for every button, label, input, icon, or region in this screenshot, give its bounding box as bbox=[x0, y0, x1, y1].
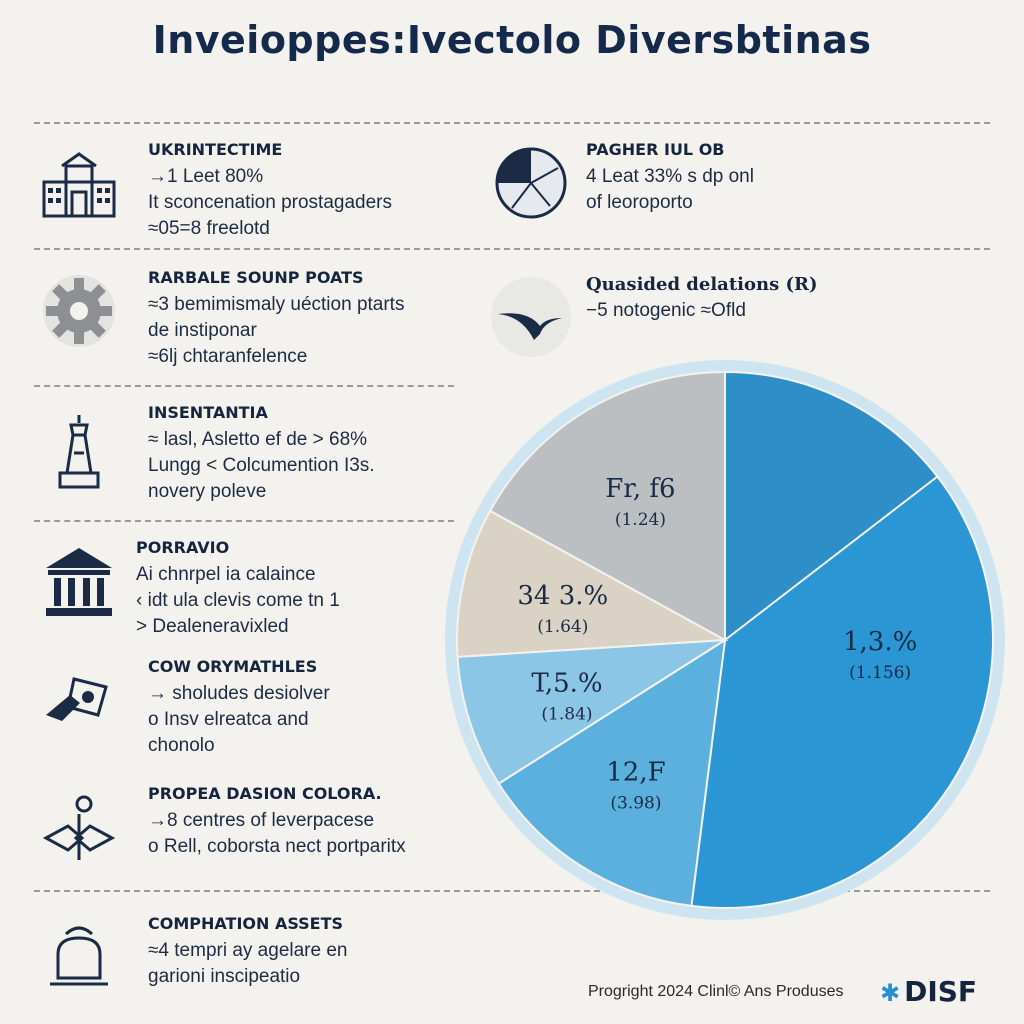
money-bag-icon bbox=[36, 914, 122, 1000]
item-text-line: It sconcenation prostagaders bbox=[148, 192, 392, 213]
item-heading: COW ORYMATHLES bbox=[148, 657, 318, 676]
pie-slice-sublabel: (1.64) bbox=[537, 617, 588, 637]
item-text-line: o Insv elreatca and bbox=[148, 709, 309, 730]
pie-slice-label: 12,F bbox=[606, 757, 665, 787]
plane-icon bbox=[488, 274, 574, 360]
pie-slice-accent bbox=[724, 370, 939, 643]
pie-slice-label: 34 3.% bbox=[517, 581, 608, 611]
courthouse-columns-icon bbox=[36, 538, 122, 624]
divider bbox=[34, 385, 454, 387]
item-heading: Quasided delations (R) bbox=[586, 274, 818, 295]
divider bbox=[34, 520, 454, 522]
item-text-line: Ai chnrpel ia calaince bbox=[136, 564, 316, 585]
divider bbox=[34, 890, 990, 892]
item-text-line: −5 notogenic ≈Ofld bbox=[586, 300, 746, 321]
gear-cog-icon bbox=[36, 268, 122, 354]
item-text-line: novery poleve bbox=[148, 481, 267, 502]
page-title: Inveioppes:Ivectolo Diversbtinas bbox=[152, 18, 872, 62]
item-heading: UKRINTECTIME bbox=[148, 140, 283, 159]
pie-slice-label: Fr, f6 bbox=[605, 474, 675, 504]
pie-slice-sublabel: (1.84) bbox=[541, 704, 592, 724]
item-text-line: Lungg < Colcumention I3s. bbox=[148, 455, 375, 476]
item-heading: COMPHATION ASSETS bbox=[148, 914, 344, 933]
pie-slice-sublabel: (3.98) bbox=[610, 793, 661, 813]
item-text-line: chonolo bbox=[148, 735, 215, 756]
item-text-line: →1 Leet 80% bbox=[148, 166, 264, 187]
pie-slice-label: 1,3.% bbox=[843, 627, 917, 657]
item-text-line: → sholudes desiolver bbox=[148, 683, 330, 704]
copyright-text: Progright 2024 Clinl© Ans Produses bbox=[588, 983, 844, 1000]
pie-slice-sublabel: (1.156) bbox=[849, 663, 911, 683]
item-text-line: ≈4 tempri ay agelare en bbox=[148, 940, 348, 961]
item-text-line: →8 centres of leverpacese bbox=[148, 810, 375, 831]
hand-money-icon bbox=[36, 657, 122, 743]
item-text-line: ≈6lj chtaranfelence bbox=[148, 346, 308, 367]
snowflake-icon: ✱ bbox=[880, 979, 901, 1007]
item-text-line: > Dealeneravixled bbox=[136, 616, 289, 637]
item-text-line: o Rell, coborsta nect portparitx bbox=[148, 836, 406, 857]
item-heading: INSENTANTIA bbox=[148, 403, 268, 422]
item-heading: PORRAVIO bbox=[136, 538, 230, 557]
brand-text: DISF bbox=[904, 975, 978, 1008]
tower-monument-icon bbox=[36, 409, 122, 495]
item-text-line: de instiponar bbox=[148, 320, 257, 341]
item-heading: RARBALE SOUNP POATS bbox=[148, 268, 364, 287]
divider bbox=[34, 248, 990, 250]
item-text-line: of leoroporto bbox=[586, 192, 693, 213]
item-text-line: ≈ lasl, Asletto ef de > 68% bbox=[148, 429, 368, 450]
item-text-line: ‹ idt ula clevis come tn 1 bbox=[136, 590, 340, 611]
pie-slice-label: T,5.% bbox=[531, 668, 602, 698]
pie-slice-sublabel: (1.24) bbox=[615, 510, 666, 530]
item-heading: PROPEA DASION COLORA. bbox=[148, 784, 382, 803]
pie-slice bbox=[456, 509, 729, 658]
bank-building-icon bbox=[36, 144, 122, 230]
item-text-line: 4 Leat 33% s dp onl bbox=[586, 166, 754, 187]
item-text-line: ≈3 bemimismaly uéction ptarts bbox=[148, 294, 405, 315]
pie-gauge-icon bbox=[488, 140, 574, 226]
item-text-line: garioni inscipeatio bbox=[148, 966, 301, 987]
item-text-line: ≈05=8 freelotd bbox=[148, 218, 270, 239]
pie-slice bbox=[456, 639, 726, 785]
divider bbox=[34, 122, 990, 124]
pie-slice bbox=[497, 638, 727, 908]
brand-logo: ✱ DISF bbox=[880, 975, 977, 1008]
item-heading: PAGHER IUL OB bbox=[586, 140, 725, 159]
handshake-icon bbox=[36, 784, 122, 870]
pie-slice bbox=[488, 370, 726, 642]
pie-chart: 1,3.% (1.156) 12,F (3.98) T,5.% (1.84) 34 3.% (… bbox=[440, 355, 1010, 925]
pie-svg: 1,3.% (1.156) 12,F (3.98) T,5.% (1.84) 34 3.% (… bbox=[445, 360, 1005, 920]
